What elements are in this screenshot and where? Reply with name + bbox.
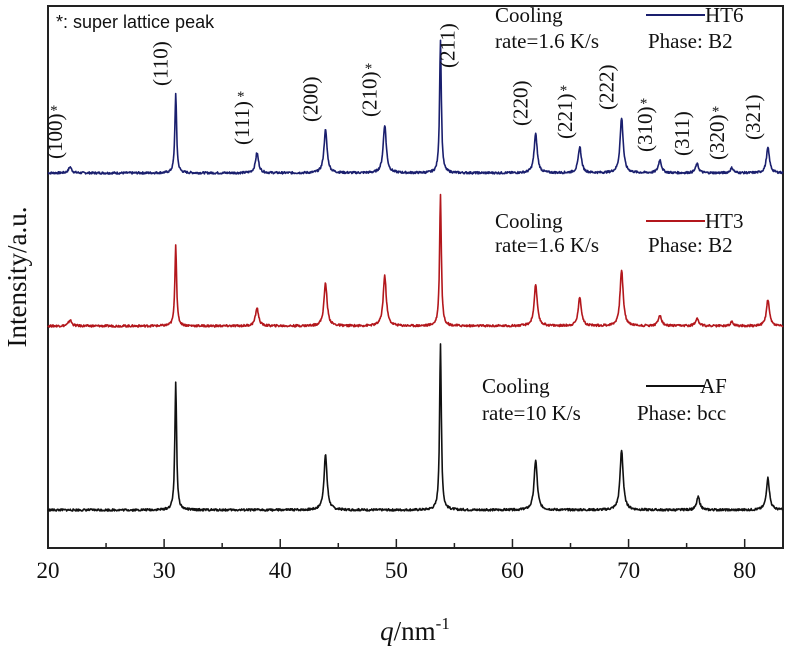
x-tick-label: 80 [733, 558, 756, 583]
series-line-ht6 [47, 39, 784, 175]
legend-label: AF [700, 374, 727, 398]
peak-label: (110) [149, 41, 173, 86]
x-axis-label-unit: /nm [394, 616, 436, 646]
cooling-rate-label: rate=1.6 K/s [495, 29, 599, 53]
peak-label: (100) [43, 114, 67, 160]
peak-label: (311) [670, 111, 694, 156]
series-line-ht3 [47, 193, 784, 328]
cooling-label: Cooling [495, 209, 563, 233]
x-tick-label: 20 [37, 558, 60, 583]
x-tick-label: 60 [501, 558, 524, 583]
x-tick-label: 70 [617, 558, 640, 583]
phase-label: Phase: B2 [648, 233, 733, 257]
superlattice-asterisk: * [50, 103, 58, 119]
x-axis-label: q/nm-1 [380, 614, 450, 646]
cooling-rate-label: rate=1.6 K/s [495, 233, 599, 257]
superlattice-asterisk: * [237, 89, 245, 105]
series-line-af [47, 343, 784, 512]
x-tick-label: 30 [153, 558, 176, 583]
superlattice-asterisk: * [712, 104, 720, 120]
peak-label: (221) [553, 94, 577, 140]
peak-label: (210) [358, 72, 382, 118]
x-axis-label-exp: -1 [436, 614, 450, 633]
peak-label: (111) [230, 101, 254, 145]
x-axis-label-var: q [380, 616, 394, 646]
legend-label: HT3 [705, 209, 744, 233]
peak-labels: (100)*(110)(111)* (200) (210)*(211)(220) (2… [43, 23, 765, 160]
cooling-label: Cooling [482, 374, 550, 398]
phase-label: Phase: B2 [648, 29, 733, 53]
peak-label: (222) [595, 65, 619, 111]
x-tick-label: 40 [269, 558, 292, 583]
plot-frame [47, 5, 784, 549]
y-axis-label: Intensity/a.u. [2, 207, 32, 348]
superlattice-asterisk: * [640, 96, 648, 112]
x-tick-label: 50 [385, 558, 408, 583]
peak-label: (320) [705, 115, 729, 161]
legend-label: HT6 [705, 3, 744, 27]
x-axis-ticks: 20 30 40 50 60 70 80 [37, 539, 756, 583]
superlattice-asterisk: * [560, 83, 568, 99]
peak-label: (200) [299, 77, 323, 123]
superlattice-note: *: super lattice peak [56, 12, 215, 32]
peak-label: (321) [741, 95, 765, 141]
series-group [47, 39, 784, 512]
peak-label: (211) [436, 23, 460, 68]
superlattice-asterisk: * [365, 61, 373, 77]
peak-label: (310) [633, 107, 657, 153]
peak-label: (220) [509, 81, 533, 127]
cooling-rate-label: rate=10 K/s [482, 401, 581, 425]
cooling-label: Cooling [495, 3, 563, 27]
phase-label: Phase: bcc [637, 401, 726, 425]
